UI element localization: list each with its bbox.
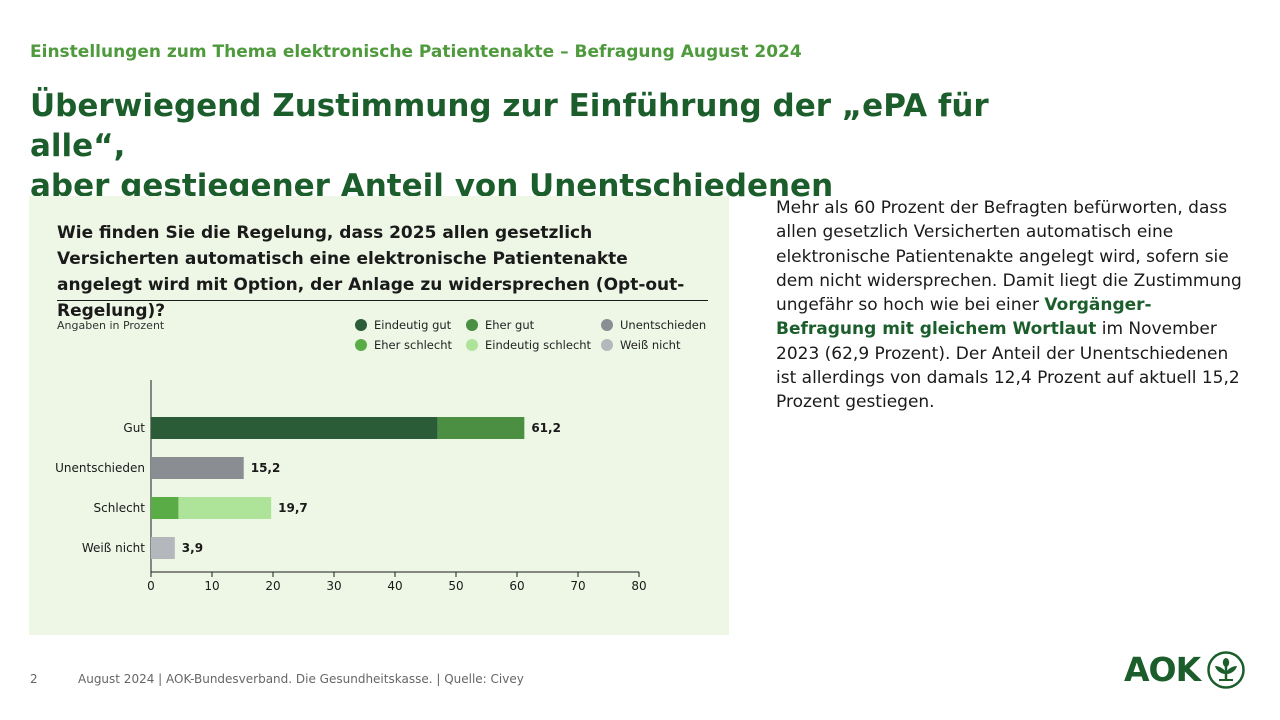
x-tick-label: 30 <box>326 579 341 593</box>
x-tick-label: 40 <box>387 579 402 593</box>
chart-question: Wie finden Sie die Regelung, dass 2025 a… <box>57 223 685 321</box>
legend-label: Eher gut <box>485 318 535 332</box>
legend-label: Eher schlecht <box>374 338 453 352</box>
x-tick-label: 70 <box>570 579 585 593</box>
category-label: Schlecht <box>94 501 146 515</box>
legend-item-eindeutig-schlecht: Eindeutig schlecht <box>466 338 591 352</box>
legend-item-eindeutig-gut: Eindeutig gut <box>355 318 451 332</box>
page-title: Überwiegend Zustimmung zur Einführung de… <box>30 86 1030 206</box>
legend-swatch <box>355 339 367 351</box>
legend-swatch <box>466 319 478 331</box>
legend-item-unentschieden: Unentschieden <box>601 318 706 332</box>
bar-segment <box>151 457 244 479</box>
bar-segment <box>151 497 179 519</box>
data-label: 15,2 <box>251 461 281 475</box>
question-divider <box>57 300 708 301</box>
category-label: Unentschieden <box>55 461 145 475</box>
bar-segment <box>151 417 438 439</box>
legend-label: Unentschieden <box>620 318 707 332</box>
legend-label: Weiß nicht <box>620 338 681 352</box>
legend-swatch <box>601 319 613 331</box>
aok-tree-icon <box>1207 651 1245 689</box>
legend-label: Eindeutig gut <box>374 318 452 332</box>
page-number: 2 <box>30 672 38 686</box>
legend-item-eher-gut: Eher gut <box>466 318 534 332</box>
summary-highlight: Vorgänger-Befragung mit gleichem Wortlau… <box>776 295 1152 340</box>
x-tick-label: 10 <box>204 579 219 593</box>
bar-segment <box>151 537 175 559</box>
x-tick-label: 50 <box>448 579 463 593</box>
bar-segment <box>437 417 525 439</box>
category-label: Gut <box>123 421 145 435</box>
category-label: Weiß nicht <box>82 541 145 555</box>
legend-item-eher-schlecht: Eher schlecht <box>355 338 452 352</box>
aok-wordmark: AOK <box>1124 650 1201 689</box>
data-label: 61,2 <box>531 421 561 435</box>
legend-item-weiss-nicht: Weiß nicht <box>601 338 680 352</box>
legend-label: Eindeutig schlecht <box>485 338 592 352</box>
x-tick-label: 60 <box>509 579 524 593</box>
x-tick-label: 0 <box>147 579 155 593</box>
chart-panel: Wie finden Sie die Regelung, dass 2025 a… <box>29 196 729 635</box>
units-label: Angaben in Prozent <box>57 319 165 332</box>
legend-swatch <box>601 339 613 351</box>
footer-source: August 2024 | AOK-Bundesverband. Die Ges… <box>78 672 524 686</box>
page-title-line-1: Überwiegend Zustimmung zur Einführung de… <box>30 88 989 164</box>
legend-swatch <box>355 319 367 331</box>
bar-segment <box>178 497 272 519</box>
data-label: 19,7 <box>278 501 308 515</box>
summary-text: Mehr als 60 Prozent der Befragten befürw… <box>776 196 1246 415</box>
bar-chart: 0 10 20 30 40 50 60 70 80 Gut 61,2 Unentschieden 15,… <box>55 380 647 593</box>
aok-logo: AOK <box>1124 650 1246 690</box>
x-tick-label: 80 <box>631 579 646 593</box>
legend-swatch <box>466 339 478 351</box>
data-label: 3,9 <box>182 541 203 555</box>
summary-text-part-1: Mehr als 60 Prozent der Befragten befürw… <box>776 198 1242 316</box>
x-tick-label: 20 <box>265 579 280 593</box>
summary-text-part-2: im November 2023 (62,9 Prozent). Der Ant… <box>776 319 1240 413</box>
supertitle: Einstellungen zum Thema elektronische Pa… <box>30 42 802 62</box>
